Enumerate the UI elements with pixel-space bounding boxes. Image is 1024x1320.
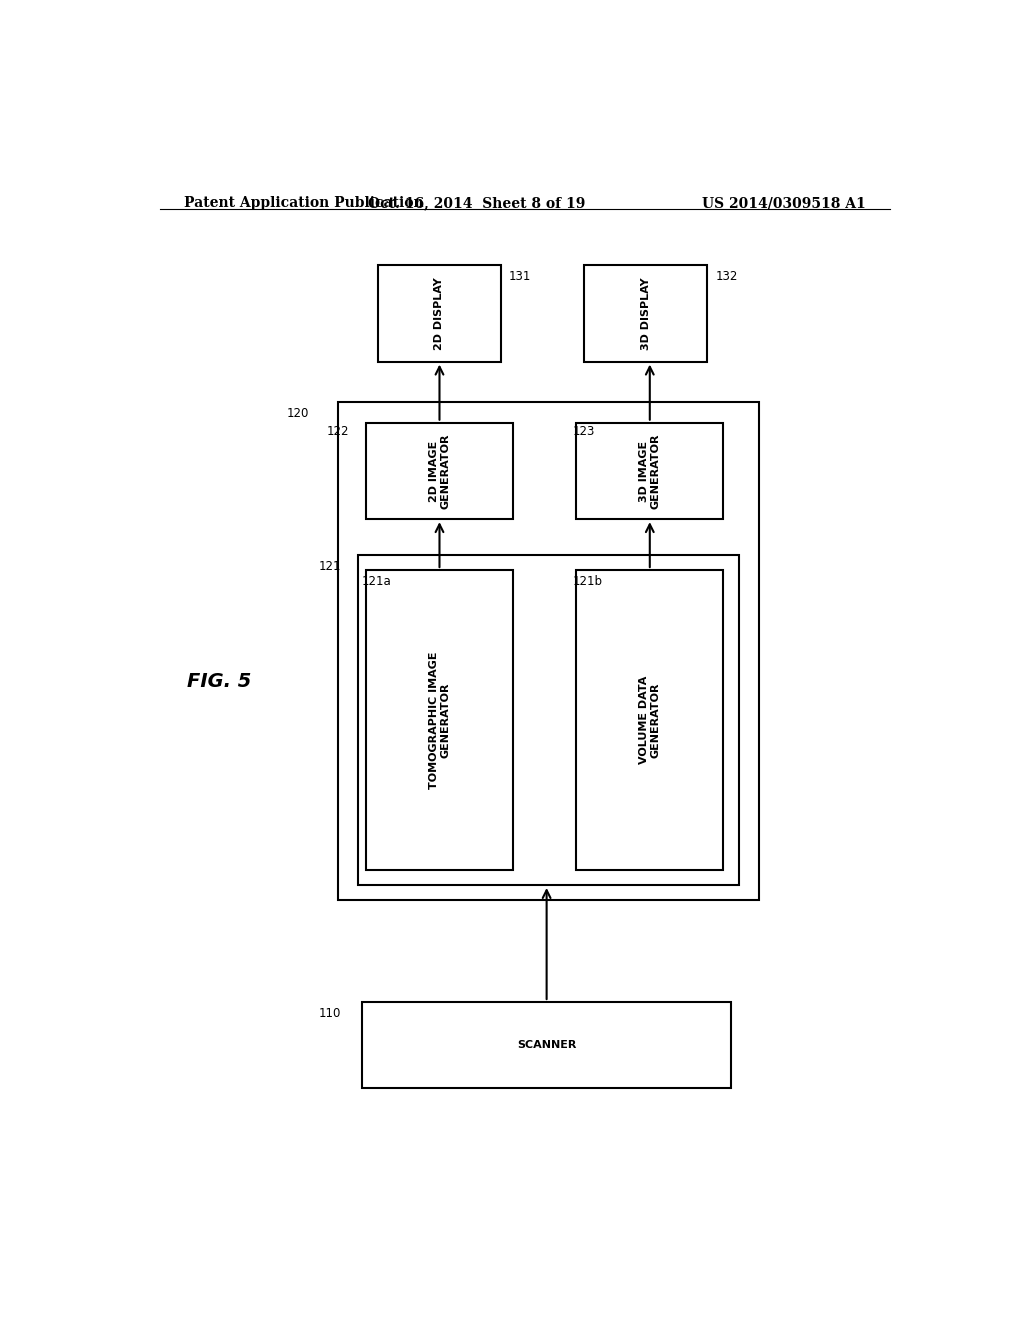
Bar <box>362 1002 731 1089</box>
Text: 110: 110 <box>318 1007 341 1020</box>
Bar <box>577 570 723 870</box>
Text: Patent Application Publication: Patent Application Publication <box>183 195 423 210</box>
Text: 132: 132 <box>715 271 737 284</box>
Text: 121a: 121a <box>362 576 392 589</box>
Text: TOMOGRAPHIC IMAGE
GENERATOR: TOMOGRAPHIC IMAGE GENERATOR <box>429 651 451 789</box>
Bar <box>585 265 708 362</box>
Bar <box>577 422 723 519</box>
Text: 3D IMAGE
GENERATOR: 3D IMAGE GENERATOR <box>639 433 660 508</box>
Bar <box>338 403 759 900</box>
Text: US 2014/0309518 A1: US 2014/0309518 A1 <box>702 195 866 210</box>
Text: 123: 123 <box>572 425 595 438</box>
Text: 2D DISPLAY: 2D DISPLAY <box>434 277 444 350</box>
Text: FIG. 5: FIG. 5 <box>187 672 252 692</box>
Text: VOLUME DATA
GENERATOR: VOLUME DATA GENERATOR <box>639 676 660 764</box>
Text: 122: 122 <box>327 425 349 438</box>
Bar <box>367 422 513 519</box>
Bar <box>378 265 501 362</box>
Text: 2D IMAGE
GENERATOR: 2D IMAGE GENERATOR <box>429 433 451 508</box>
Bar <box>358 554 739 886</box>
Text: SCANNER: SCANNER <box>517 1040 577 1051</box>
Bar <box>367 570 513 870</box>
Text: 131: 131 <box>509 271 531 284</box>
Text: Oct. 16, 2014  Sheet 8 of 19: Oct. 16, 2014 Sheet 8 of 19 <box>369 195 586 210</box>
Text: 121: 121 <box>318 560 341 573</box>
Text: 121b: 121b <box>572 576 602 589</box>
Text: 120: 120 <box>287 408 309 420</box>
Text: 3D DISPLAY: 3D DISPLAY <box>641 277 651 350</box>
